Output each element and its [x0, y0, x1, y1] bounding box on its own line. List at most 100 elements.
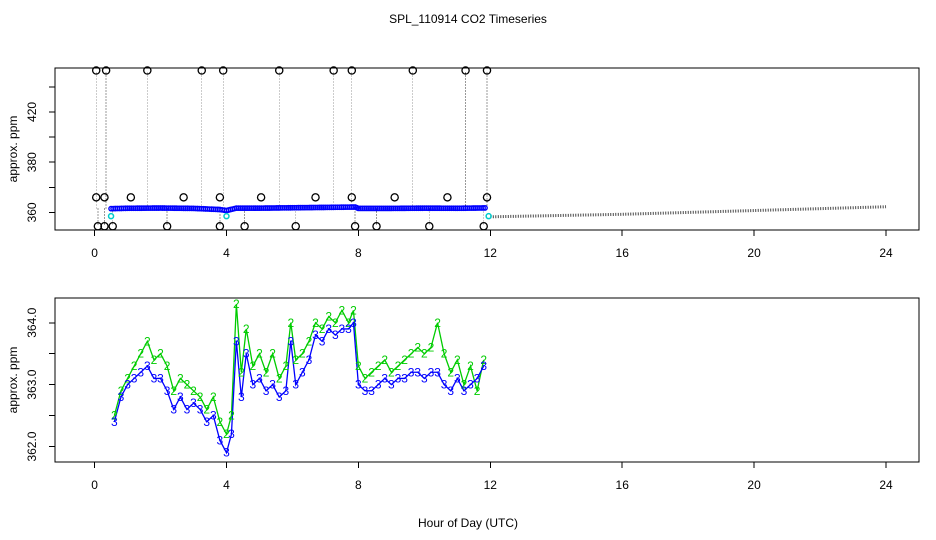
series-3-point: 3 [184, 402, 191, 416]
series-2-point: 2 [414, 341, 421, 355]
bottom-x-tick-label-24: 24 [879, 478, 893, 492]
series-2-point: 2 [441, 347, 448, 361]
outliers-high-point-6 [329, 66, 338, 75]
bottom-y-axis-label: approx. ppm [6, 347, 20, 414]
series-2-point: 2 [350, 303, 357, 317]
top-x-tick-label-4: 4 [223, 246, 230, 260]
outliers-mid-point-3 [179, 193, 188, 202]
series-3-point: 3 [339, 322, 346, 336]
series-3-point: 3 [368, 384, 375, 398]
series-2-point: 2 [306, 334, 313, 348]
series-3-line [113, 321, 485, 455]
series-3-point: 3 [238, 390, 245, 404]
cyan-marker-2 [485, 212, 492, 220]
series-3-point: 3 [151, 371, 158, 385]
outliers-mid-point-6 [311, 193, 320, 202]
series-3-point: 3 [157, 371, 164, 385]
top-y-tick-label-0: 360 [25, 202, 39, 222]
series-2-point: 2 [190, 384, 197, 398]
series-3-point: 3 [408, 365, 415, 379]
series-2-point: 2 [461, 378, 468, 392]
outliers-high-point-10 [482, 66, 492, 75]
series-3-point: 3 [124, 378, 131, 392]
series-3-point: 3 [454, 371, 461, 385]
bottom-x-tick-label-4: 4 [223, 478, 230, 492]
series-3-point: 3 [447, 384, 454, 398]
series-2-point: 2 [177, 371, 184, 385]
series-3-point: 3 [467, 378, 474, 392]
series-3-point: 3 [217, 433, 224, 447]
baseline-point [480, 205, 486, 211]
top-x-axis: 0 4 8 12 16 20 24 [91, 230, 893, 260]
series-2-point: 2 [292, 353, 299, 367]
top-x-tick-label-16: 16 [616, 246, 630, 260]
outliers-high-point-8 [408, 66, 418, 75]
series-3-point: 3 [414, 365, 421, 379]
series-3-point: 3 [474, 371, 481, 385]
series-3-point: 3 [434, 365, 441, 379]
series-3-point: 3 [233, 334, 240, 348]
series-2-point: 2 [256, 347, 263, 361]
dotted-trend-line [490, 205, 887, 219]
series-3-point: 3 [131, 371, 138, 385]
series-3-point: 3 [190, 396, 197, 410]
series-2-point: 2 [164, 359, 171, 373]
series-2-line [113, 304, 485, 436]
top-x-tick-label-0: 0 [91, 246, 98, 260]
series-2-point: 2 [124, 371, 131, 385]
series-2-point: 2 [467, 359, 474, 373]
bottom-x-tick-label-20: 20 [747, 478, 761, 492]
series-2-point: 2 [312, 316, 319, 330]
bottom-y-tick-label-2: 363.0 [25, 369, 39, 399]
series-2-point: 2 [332, 316, 339, 330]
bottom-y-tick-label-0: 362.0 [25, 431, 39, 461]
series-2-point: 2 [282, 359, 289, 373]
series-2-point: 2 [210, 390, 217, 404]
top-y-tick-label-2: 380 [25, 152, 39, 172]
series-2-point: 2 [203, 402, 210, 416]
series-2-point: 2 [157, 347, 164, 361]
series-3-point: 3 [362, 384, 369, 398]
outliers-high-point-0 [91, 66, 101, 75]
series-2-point: 2 [434, 316, 441, 330]
outliers-mid-point-8 [390, 193, 399, 202]
series-2-point: 2 [388, 365, 395, 379]
outliers-mid-point-1 [100, 193, 109, 202]
top-x-tick-label-8: 8 [355, 246, 362, 260]
bottom-plot-frame [54, 297, 920, 463]
series-2-point: 2 [131, 359, 138, 373]
series-2-point: 2 [269, 347, 276, 361]
series-2-point: 2 [339, 303, 346, 317]
series-3-point: 3 [170, 402, 177, 416]
cyan-marker-1 [223, 212, 230, 220]
series-2-point: 2 [421, 347, 428, 361]
series-2-point: 2 [355, 359, 362, 373]
top-panel: 0 4 8 12 16 20 24 360 380 420 approx. ppm [6, 66, 920, 260]
series-3-point: 3 [292, 378, 299, 392]
top-plot-frame [54, 67, 920, 231]
series-3-point: 3 [312, 328, 319, 342]
outliers-mid-point-5 [256, 193, 266, 202]
series-3-point: 3 [223, 446, 230, 460]
outliers-mid-point-0 [91, 193, 101, 202]
series-3-point: 3 [480, 359, 487, 373]
series-3-point: 3 [319, 334, 326, 348]
series-2-point: 2 [474, 384, 481, 398]
series-2-point: 2 [197, 390, 204, 404]
top-x-tick-label-20: 20 [747, 246, 761, 260]
bottom-y-axis: 362.0 363.0 364.0 [25, 307, 55, 462]
series-2-point: 2 [217, 415, 224, 429]
series-3-point: 3 [381, 371, 388, 385]
series-3-point: 3 [299, 365, 306, 379]
series-3-point: 3 [355, 378, 362, 392]
series-2-point: 2 [447, 365, 454, 379]
top-y-axis-label: approx. ppm [6, 116, 20, 183]
outliers-mid-point-4 [215, 193, 225, 202]
bottom-x-tick-label-16: 16 [616, 478, 630, 492]
outliers-high-point-7 [347, 66, 357, 75]
series-3-point: 3 [325, 322, 332, 336]
series-3-point: 3 [282, 384, 289, 398]
series-3-point: 3 [287, 334, 294, 348]
